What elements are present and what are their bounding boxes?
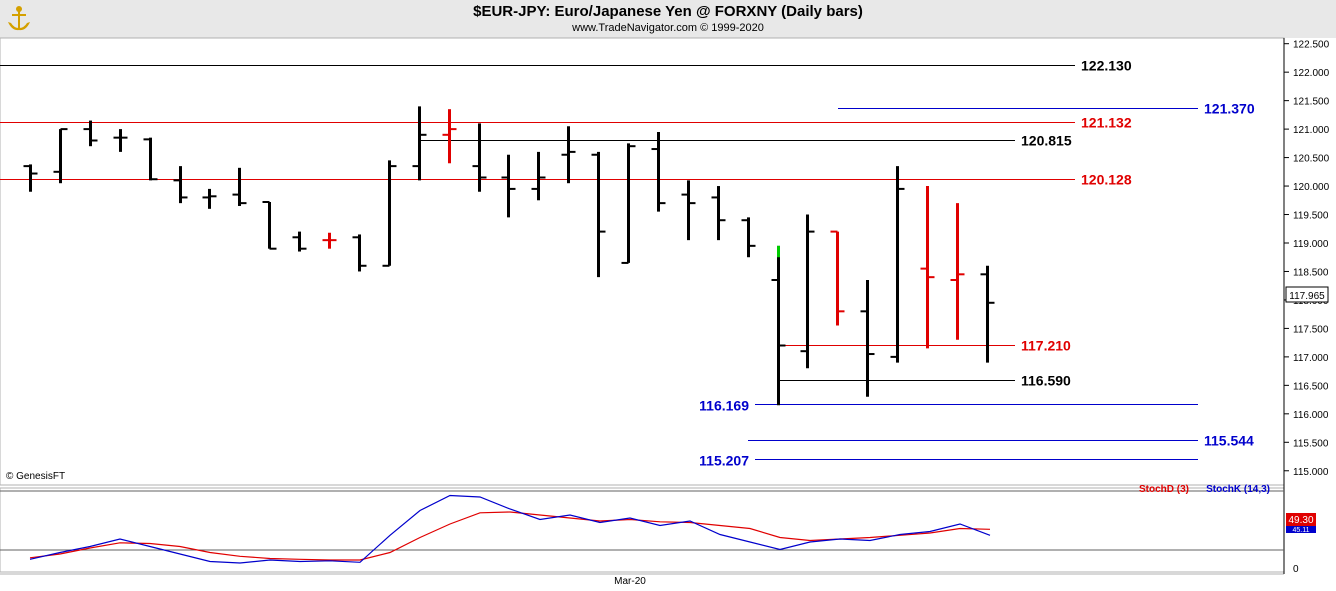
price-tick-label: 120.500 (1293, 154, 1330, 165)
price-bar (143, 137, 158, 181)
chart-title: $EUR-JPY: Euro/Japanese Yen @ FORXNY (Da… (473, 3, 863, 20)
price-bar (412, 106, 427, 181)
price-tick-label: 119.000 (1293, 239, 1329, 250)
stoch-k-tag (1286, 526, 1316, 533)
price-bar (860, 280, 875, 397)
anchor-logo-icon (8, 6, 30, 31)
price-tick-label: 119.500 (1293, 211, 1329, 222)
price-tick-label: 118.500 (1293, 267, 1329, 278)
price-bar (561, 126, 576, 184)
price-bar (83, 120, 98, 147)
stoch-panel (0, 487, 1285, 573)
stoch-line (29, 494, 991, 564)
watermark: © GenesisFT (6, 471, 65, 482)
price-tick-label: 122.500 (1293, 40, 1330, 51)
price-bar (771, 245, 786, 406)
chart-header: $EUR-JPY: Euro/Japanese Yen @ FORXNY (Da… (0, 0, 1336, 38)
last-price-tag (1285, 286, 1329, 303)
stoch-d-legend: StochD (3) (1139, 484, 1189, 495)
price-bar (980, 265, 995, 363)
price-bar (202, 188, 217, 209)
price-bar (292, 231, 307, 252)
level-label: 120.815 (1021, 133, 1072, 149)
price-bar (173, 166, 188, 204)
price-axis-ticks: 115.000 115.500 116.000 116.500 117.000 117.5… (1284, 40, 1330, 478)
stoch-d-tag (1286, 513, 1316, 526)
price-bar (352, 234, 367, 272)
price-tick-label: 116.500 (1293, 381, 1329, 392)
price-bar (113, 129, 128, 152)
stoch-k-legend: StochK (14,3) (1206, 484, 1270, 495)
level-label: 121.370 (1204, 101, 1255, 117)
price-bar (800, 214, 815, 369)
price-tick-label: 121.500 (1293, 97, 1330, 108)
price-bar (651, 131, 666, 212)
price-bar (890, 166, 905, 363)
last-price-label: 117.965 (1289, 291, 1325, 302)
price-levels: 122.130 121.370 121.132 120.815 120.128 117.2… (0, 58, 1255, 469)
price-bar (322, 232, 337, 249)
price-tick-label: 117.500 (1293, 324, 1329, 335)
price-bar (23, 164, 38, 192)
price-bar (53, 128, 68, 184)
x-axis-label: Mar-20 (614, 576, 646, 587)
price-bar (382, 160, 397, 267)
level-label: 117.210 (1021, 338, 1071, 354)
price-bar (711, 186, 726, 241)
price-bar (472, 123, 487, 192)
price-tick-label: 120.000 (1293, 182, 1330, 193)
chart-subtitle: www.TradeNavigator.com © 1999-2020 (572, 22, 764, 34)
stoch-d-value: 49.30 (1288, 515, 1313, 526)
level-label: 120.128 (1081, 172, 1132, 188)
price-bar (621, 143, 636, 264)
price-tick-label: 121.000 (1293, 125, 1330, 136)
price-bar (232, 167, 247, 206)
level-label: 115.544 (1204, 433, 1254, 449)
price-bar (442, 109, 457, 164)
level-label: 122.130 (1081, 58, 1132, 74)
price-bar (950, 203, 965, 340)
price-bar (501, 154, 516, 218)
price-bar (681, 180, 696, 241)
price-tick-label: 122.000 (1293, 68, 1330, 79)
price-bar (531, 151, 546, 201)
price-tick-label: 115.500 (1293, 438, 1329, 449)
stoch-k-value: 45.11 (1293, 527, 1310, 534)
level-label: 115.207 (699, 453, 749, 469)
price-bar (262, 200, 277, 250)
price-bar (591, 151, 606, 278)
price-bars (23, 106, 995, 406)
level-label: 116.169 (699, 398, 749, 414)
price-bar (830, 230, 845, 326)
price-bar (741, 217, 756, 258)
level-label: 116.590 (1021, 373, 1071, 389)
price-bar (920, 186, 935, 349)
level-label: 121.132 (1081, 115, 1132, 131)
price-tick-label: 116.000 (1293, 410, 1329, 421)
price-tick-label: 117.000 (1293, 353, 1329, 364)
stoch-axis-zero: 0 (1293, 564, 1299, 575)
price-panel (0, 37, 1285, 486)
stoch-lines (29, 494, 991, 564)
price-tick-label: 115.000 (1293, 467, 1329, 478)
